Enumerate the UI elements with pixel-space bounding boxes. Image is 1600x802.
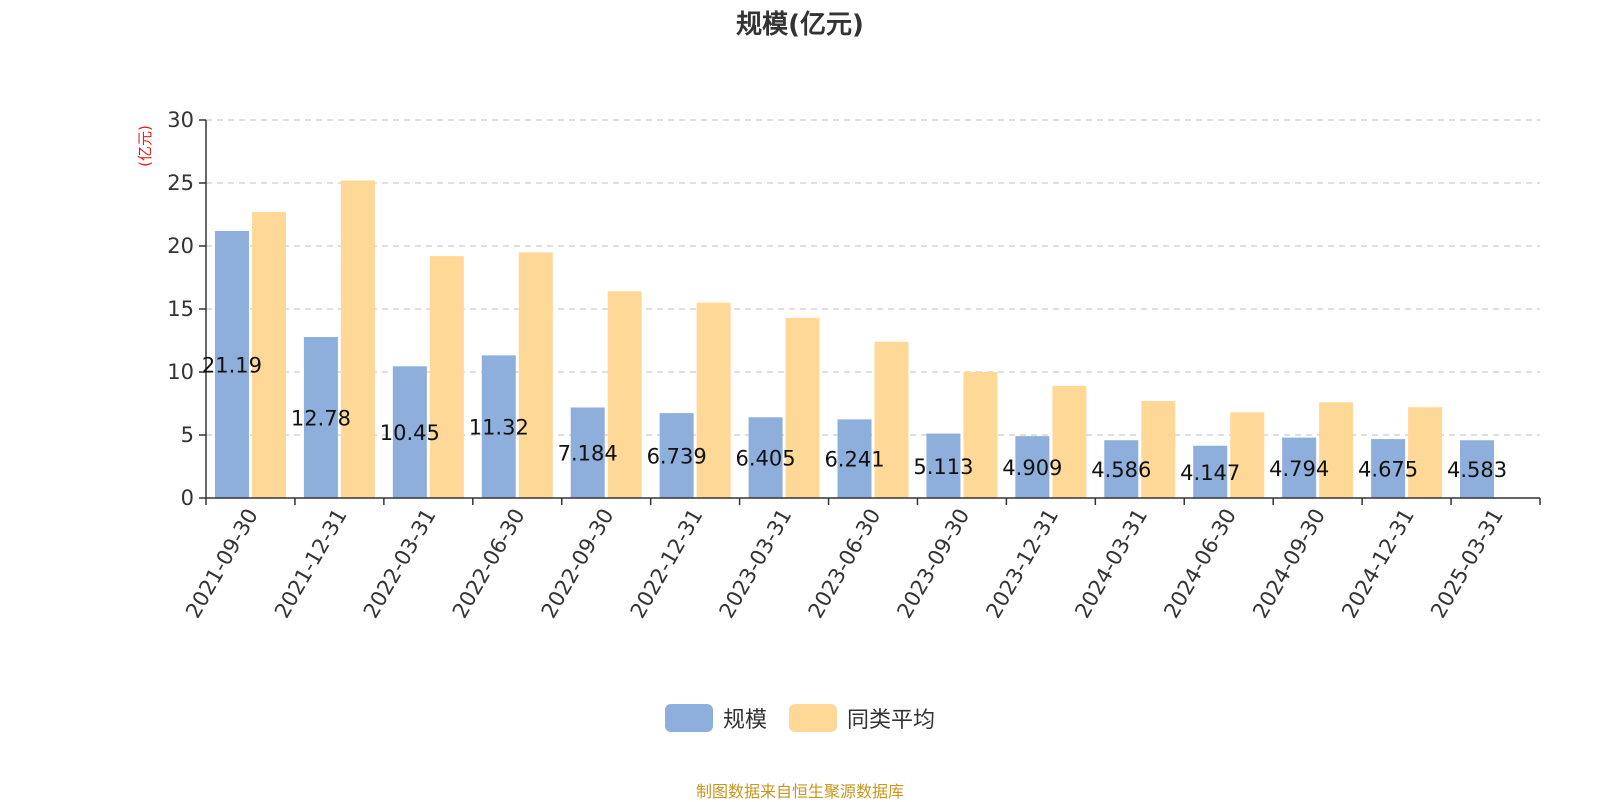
y-tick-label: 10 xyxy=(167,360,194,384)
data-label-scale: 11.32 xyxy=(469,416,529,440)
data-label-scale: 7.184 xyxy=(558,442,618,466)
data-label-scale: 4.675 xyxy=(1358,458,1418,482)
bar-peer-average xyxy=(607,291,642,498)
bar-peer-average xyxy=(340,180,375,499)
x-tick-label: 2023-09-30 xyxy=(892,505,974,623)
data-label-scale: 5.113 xyxy=(913,455,973,479)
bar-peer-average xyxy=(1408,407,1443,498)
data-label-scale: 12.78 xyxy=(291,406,351,430)
data-label-scale: 4.586 xyxy=(1091,458,1151,482)
bar-scale xyxy=(570,407,605,498)
x-tick-label: 2024-12-31 xyxy=(1337,505,1419,623)
source-note: 制图数据来自恒生聚源数据库 xyxy=(695,782,904,801)
y-tick-label: 30 xyxy=(167,108,194,132)
x-tick-label: 2024-03-31 xyxy=(1070,505,1152,623)
bar-peer-average xyxy=(874,341,909,498)
bar-scale xyxy=(214,231,249,499)
bar-peer-average xyxy=(251,211,286,499)
x-tick-label: 2025-03-31 xyxy=(1426,505,1508,623)
x-tick-label: 2021-12-31 xyxy=(270,505,352,623)
bar-peer-average xyxy=(785,317,820,498)
bar-peer-average xyxy=(429,256,464,498)
bar-scale xyxy=(1282,437,1317,498)
bar-scale xyxy=(392,366,427,498)
y-tick-label: 5 xyxy=(181,423,194,447)
legend-item-scale[interactable]: 规模 xyxy=(664,702,767,734)
bar-peer-average xyxy=(1141,400,1176,498)
x-tick-label: 2022-12-31 xyxy=(626,505,708,623)
bar-scale xyxy=(1371,439,1406,498)
data-label-scale: 4.794 xyxy=(1269,457,1329,481)
data-label-scale: 4.583 xyxy=(1447,458,1507,482)
x-tick-label: 2023-03-31 xyxy=(715,505,797,623)
bar-scale xyxy=(1015,436,1050,498)
bar-scale xyxy=(303,336,338,498)
legend: 规模 同类平均 xyxy=(0,702,1600,734)
legend-label-scale: 规模 xyxy=(722,708,767,733)
data-label-scale: 4.909 xyxy=(1002,456,1062,480)
x-tick-label: 2022-06-30 xyxy=(448,505,530,623)
bar-peer-average xyxy=(963,372,998,498)
legend-label-peer-average: 同类平均 xyxy=(847,708,936,733)
x-tick-label: 2023-06-30 xyxy=(804,505,886,623)
data-label-scale: 4.147 xyxy=(1180,461,1240,485)
y-tick-label: 15 xyxy=(167,297,194,321)
bar-scale xyxy=(481,355,516,498)
data-label-scale: 21.19 xyxy=(202,354,262,378)
legend-swatch-scale xyxy=(664,704,713,732)
x-tick-label: 2022-09-30 xyxy=(537,505,619,623)
data-label-scale: 6.241 xyxy=(824,448,884,472)
x-tick-label: 2024-06-30 xyxy=(1159,505,1241,623)
data-label-scale: 10.45 xyxy=(380,421,440,445)
y-tick-label: 20 xyxy=(167,234,194,258)
x-tick-label: 2023-12-31 xyxy=(981,505,1063,623)
x-tick-label: 2024-09-30 xyxy=(1248,505,1330,623)
data-label-scale: 6.739 xyxy=(647,445,707,469)
bar-scale xyxy=(926,433,961,498)
bar-scale xyxy=(659,413,694,498)
legend-item-peer-average[interactable]: 同类平均 xyxy=(789,702,935,734)
bar-peer-average xyxy=(696,302,731,498)
x-tick-label: 2021-09-30 xyxy=(181,505,263,623)
legend-swatch-peer-average xyxy=(789,704,837,732)
y-tick-label: 0 xyxy=(181,486,194,510)
bar-peer-average xyxy=(1319,402,1354,498)
bar-scale xyxy=(1104,440,1139,498)
bar-peer-average xyxy=(1230,412,1265,498)
y-tick-label: 25 xyxy=(167,171,194,195)
bar-scale xyxy=(1193,445,1228,498)
bar-peer-average xyxy=(518,252,553,498)
bar-peer-average xyxy=(1052,385,1087,498)
bar-scale xyxy=(1460,440,1495,498)
x-tick-label: 2022-03-31 xyxy=(359,505,441,623)
chart-title: 规模(亿元) xyxy=(736,10,864,40)
bar-scale xyxy=(748,417,783,498)
data-label-scale: 6.405 xyxy=(736,447,796,471)
bar-scale xyxy=(837,419,872,498)
y-axis-label: (亿元) xyxy=(136,125,154,167)
